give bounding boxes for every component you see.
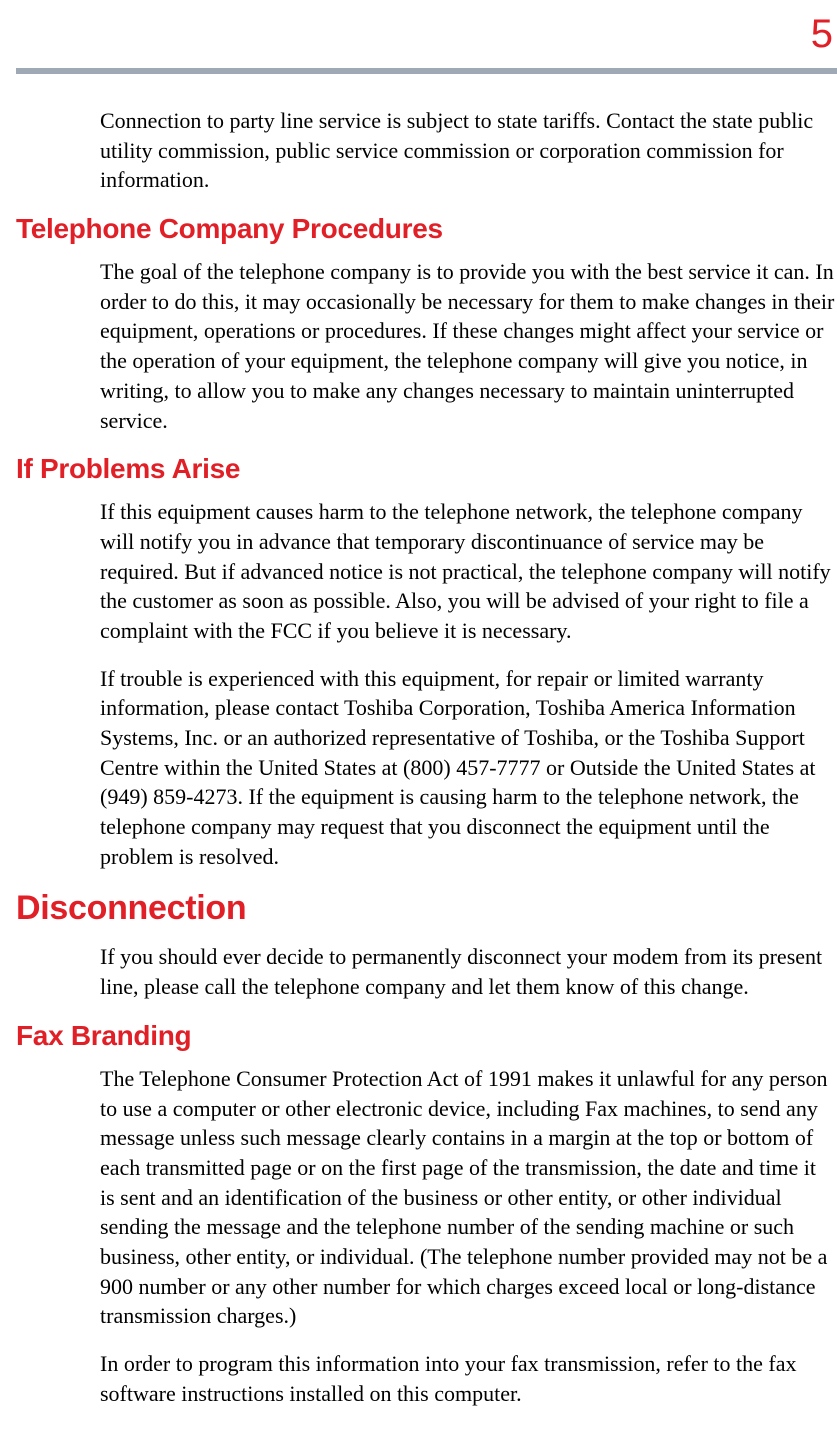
heading-telephone-procedures: Telephone Company Procedures [16, 213, 835, 245]
paragraph-fax-branding-1: The Telephone Consumer Protection Act of… [100, 1064, 835, 1331]
heading-if-problems-arise: If Problems Arise [16, 453, 835, 485]
page-number: 5 [811, 12, 833, 57]
paragraph-if-problems-arise-2: If trouble is experienced with this equi… [100, 664, 835, 872]
heading-fax-branding: Fax Branding [16, 1020, 835, 1052]
paragraph-if-problems-arise-1: If this equipment causes harm to the tel… [100, 497, 835, 645]
heading-disconnection: Disconnection [16, 889, 835, 928]
paragraph-disconnection: If you should ever decide to permanently… [100, 942, 835, 1001]
page-content: Connection to party line service is subj… [16, 106, 835, 1426]
header-rule [16, 68, 837, 74]
paragraph-fax-branding-2: In order to program this information int… [100, 1349, 835, 1408]
intro-paragraph: Connection to party line service is subj… [100, 106, 835, 195]
paragraph-telephone-procedures: The goal of the telephone company is to … [100, 257, 835, 435]
